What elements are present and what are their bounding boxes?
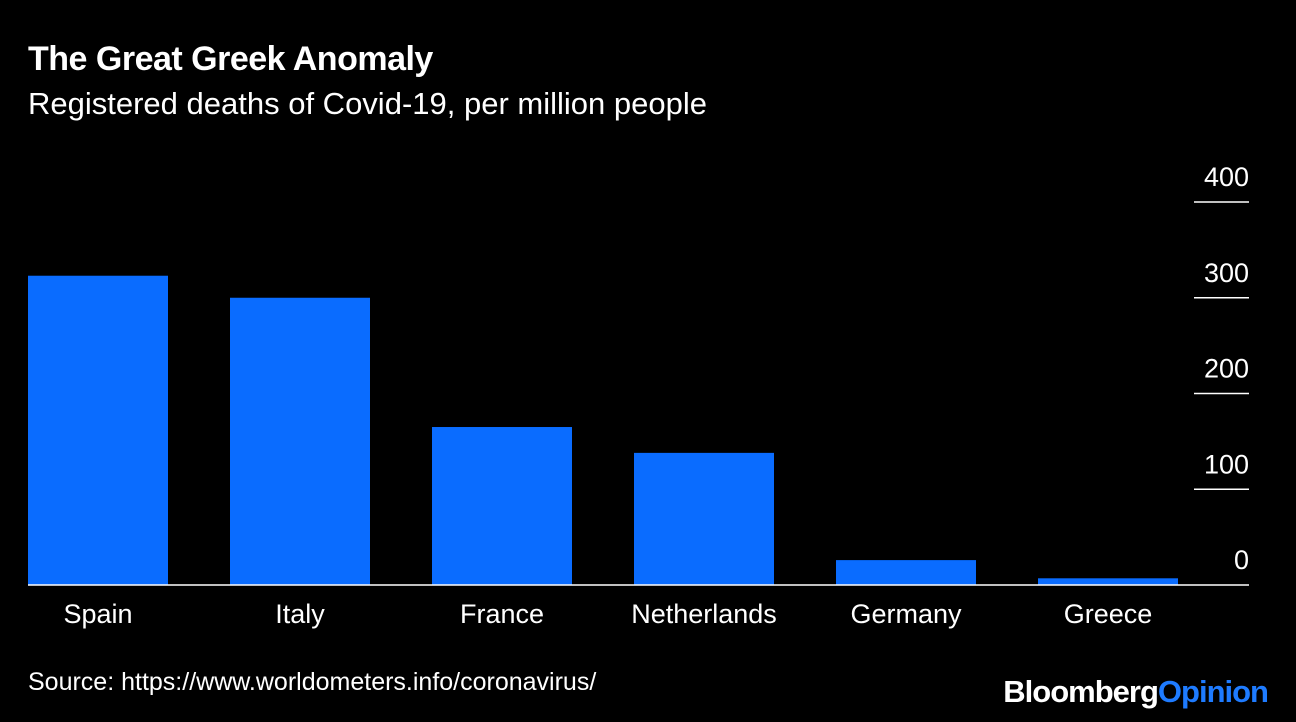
x-tick-label-italy: Italy: [275, 599, 325, 629]
bar-france: [432, 427, 572, 585]
bar-greece: [1038, 578, 1178, 585]
bar-netherlands: [634, 452, 774, 585]
x-tick-label-france: France: [460, 599, 544, 629]
y-tick-label-300: 300: [1204, 258, 1249, 288]
bars-layer: [28, 275, 1178, 585]
logo-product: Opinion: [1157, 674, 1269, 709]
bar-germany: [836, 560, 976, 585]
y-tick-label-400: 400: [1204, 162, 1249, 192]
x-tick-label-spain: Spain: [63, 599, 132, 629]
chart-title: The Great Greek Anomaly: [28, 40, 433, 78]
y-tick-label-200: 200: [1204, 354, 1249, 384]
y-axis: 0 100 200 300 400: [1194, 162, 1249, 575]
y-tick-label-100: 100: [1204, 449, 1249, 479]
logo-brand: Bloomberg: [1003, 674, 1159, 709]
bloomberg-opinion-logo: BloombergOpinion: [1003, 674, 1269, 710]
x-axis-labels: Spain Italy France Netherlands Germany Greece: [63, 599, 1152, 629]
x-tick-label-germany: Germany: [850, 599, 962, 629]
bar-spain: [28, 275, 168, 585]
x-tick-label-greece: Greece: [1064, 599, 1153, 629]
y-tick-label-0: 0: [1234, 545, 1249, 575]
x-tick-label-netherlands: Netherlands: [631, 599, 777, 629]
chart-subtitle: Registered deaths of Covid-19, per milli…: [28, 86, 707, 121]
source-note: Source: https://www.worldometers.info/co…: [28, 668, 597, 696]
bar-italy: [230, 297, 370, 585]
